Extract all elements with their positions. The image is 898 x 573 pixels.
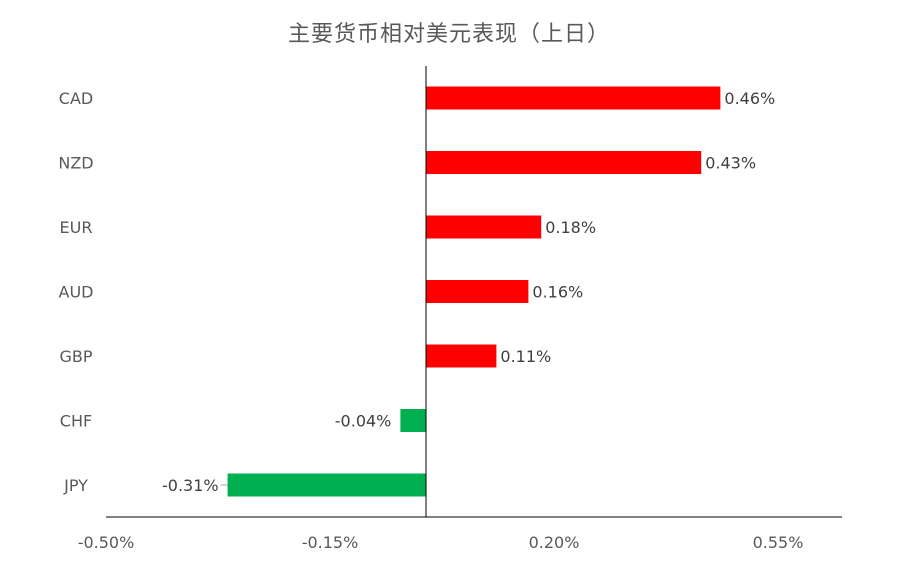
bar-cad [426, 86, 721, 110]
category-label-nzd: NZD [58, 154, 93, 173]
category-label-gbp: GBP [59, 347, 92, 366]
data-label-nzd: 0.43% [705, 154, 756, 173]
bar-nzd [426, 151, 702, 174]
category-label-chf: CHF [60, 412, 92, 431]
data-label-gbp: 0.11% [500, 347, 551, 366]
data-label-jpy: -0.31% [162, 476, 219, 495]
data-label-eur: 0.18% [545, 218, 596, 237]
x-tick-label: 0.20% [529, 533, 580, 552]
bar-jpy [227, 473, 426, 497]
category-label-cad: CAD [59, 89, 93, 108]
bar-aud [426, 280, 529, 303]
bar-chf [400, 409, 426, 432]
data-label-chf: -0.04% [335, 412, 392, 431]
category-label-eur: EUR [60, 218, 93, 237]
bar-gbp [426, 344, 497, 368]
category-label-jpy: JPY [63, 476, 88, 495]
labels-layer: CAD 0.46% NZD 0.43% EUR 0.18% AUD 0.16% GBP 0.11%… [58, 89, 775, 495]
category-label-aud: AUD [59, 283, 94, 302]
axes-layer: -0.50% -0.15% 0.20% 0.55% [78, 66, 842, 552]
data-label-cad: 0.46% [724, 89, 775, 108]
chart-title: 主要货币相对美元表现（上日） [287, 22, 610, 47]
bars-layer [227, 86, 721, 497]
data-label-aud: 0.16% [532, 283, 583, 302]
x-tick-label: -0.50% [78, 533, 135, 552]
x-tick-label: -0.15% [302, 533, 359, 552]
bar-eur [426, 215, 542, 239]
x-tick-label: 0.55% [753, 533, 804, 552]
